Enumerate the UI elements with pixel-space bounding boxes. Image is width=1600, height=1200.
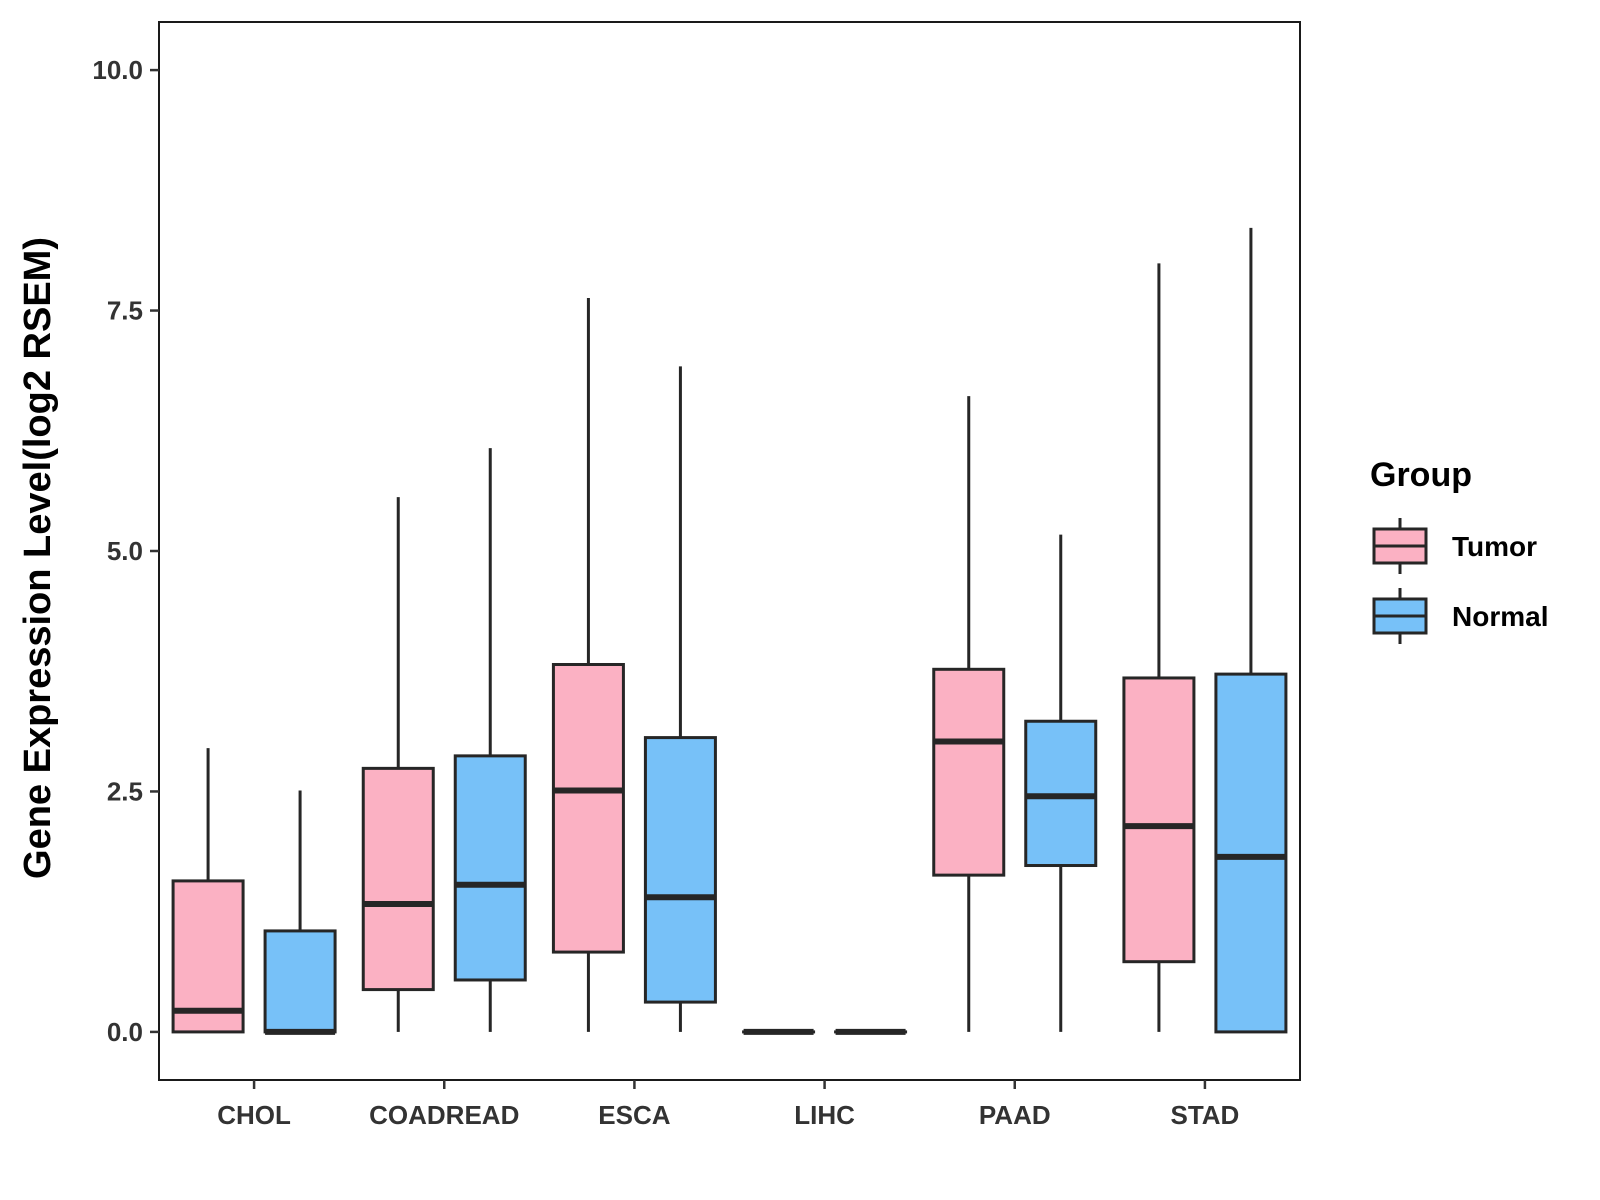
box-body <box>263 929 337 1034</box>
box-normal-stad <box>1214 227 1288 1034</box>
box-body <box>932 667 1006 877</box>
box-tumor-coadread <box>361 497 435 1032</box>
box-body <box>1214 672 1288 1034</box>
y-tick-label: 2.5 <box>107 776 143 806</box>
legend-item-normal: Normal <box>1372 588 1548 644</box>
legend-label: Normal <box>1452 601 1548 632</box>
box-tumor-esca <box>551 298 625 1032</box>
y-tick-label: 5.0 <box>107 536 143 566</box>
x-tick-label: ESCA <box>598 1100 670 1130</box>
box-body <box>453 754 527 982</box>
box-normal-esca <box>643 366 717 1032</box>
legend-label: Tumor <box>1452 531 1537 562</box>
box-body <box>643 736 717 1004</box>
y-tick-label: 10.0 <box>92 55 143 85</box>
box-body <box>361 766 435 992</box>
box-body <box>171 879 245 1034</box>
box-tumor-stad <box>1122 263 1196 1032</box>
legend-item-tumor: Tumor <box>1372 518 1537 574</box>
legend: Group Tumor Normal <box>1370 456 1548 644</box>
x-tick-label: LIHC <box>794 1100 855 1130</box>
box-normal-paad <box>1024 534 1098 1032</box>
box-body <box>551 662 625 954</box>
y-axis-title: Gene Expression Level(log2 RSEM) <box>17 237 59 879</box>
box-normal-coadread <box>453 448 527 1032</box>
legend-title: Group <box>1370 456 1472 494</box>
y-tick-label: 7.5 <box>107 296 143 326</box>
x-tick-label: CHOL <box>217 1100 291 1130</box>
plot-area: 0.0 2.5 5.0 7.5 10.0 CHOL COADREAD ESCA LIHC PAAD… <box>92 21 1301 1130</box>
x-tick-label: STAD <box>1170 1100 1239 1130</box>
box-tumor-paad <box>932 396 1006 1032</box>
x-tick-label: COADREAD <box>369 1100 519 1130</box>
box-normal-chol <box>263 790 337 1035</box>
y-tick-label: 0.0 <box>107 1017 143 1047</box>
x-tick-label: PAAD <box>979 1100 1051 1130</box>
box-body <box>1122 676 1196 964</box>
box-tumor-chol <box>171 748 245 1034</box>
